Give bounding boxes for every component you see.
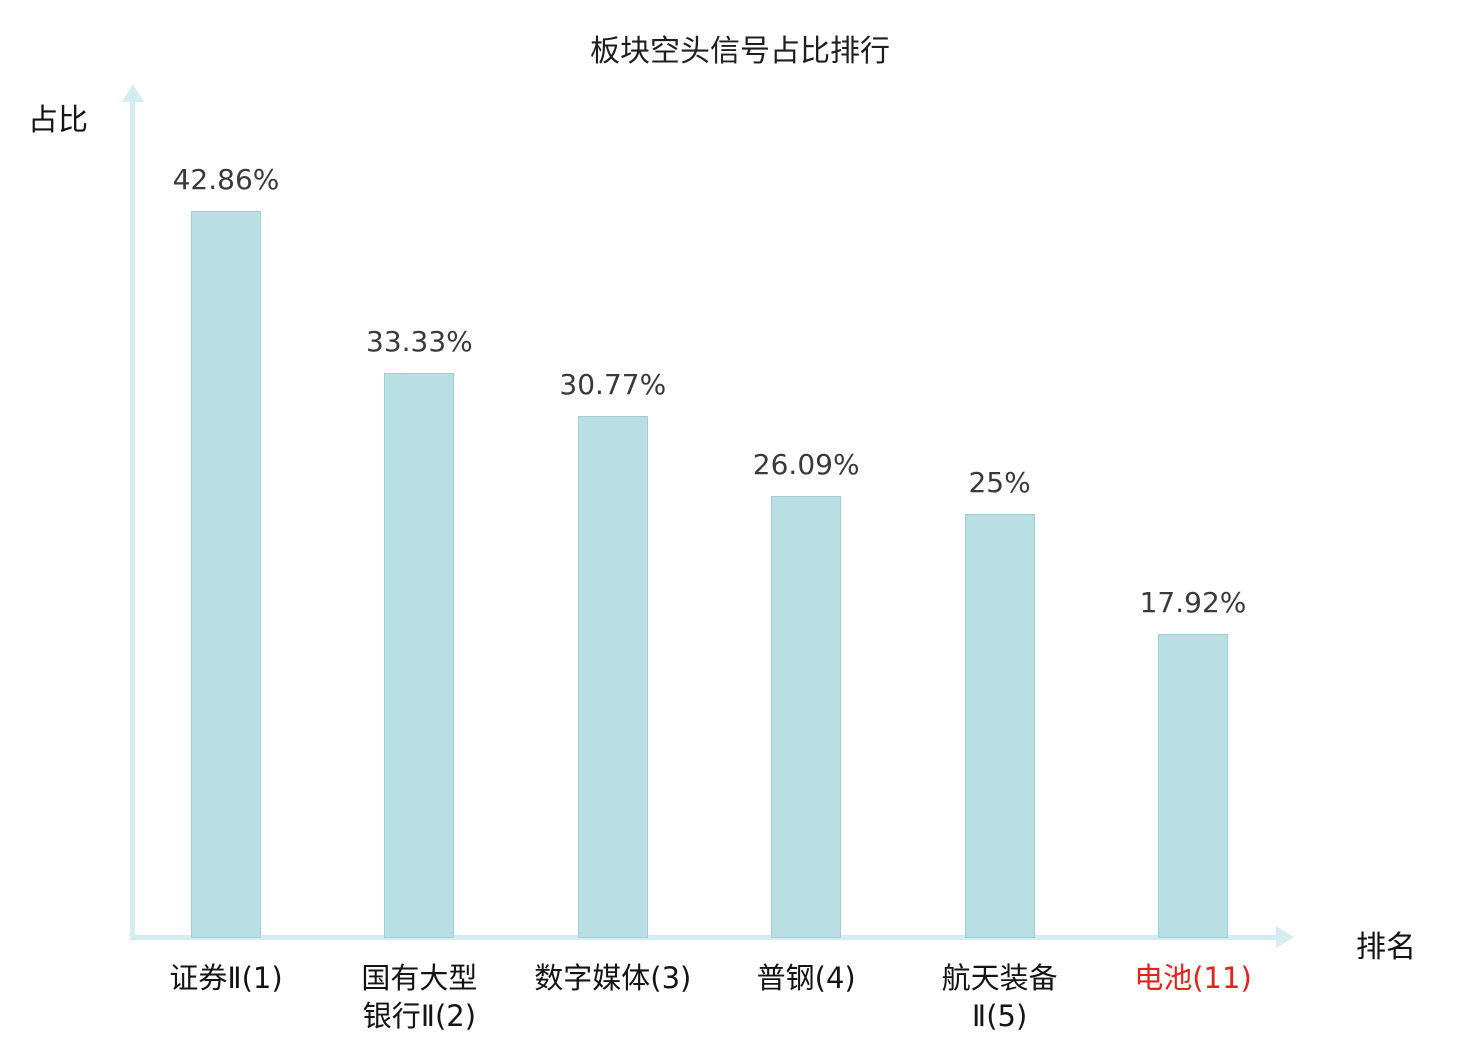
bar-value-label: 42.86% (172, 163, 280, 196)
chart-title: 板块空头信号占比排行 (590, 34, 890, 69)
bar (771, 496, 842, 938)
bar-value-label: 17.92% (1139, 586, 1247, 619)
bar-category-label: 航天装备 Ⅱ(5) (941, 961, 1058, 1033)
bar (577, 416, 648, 938)
bar (191, 211, 261, 938)
y-axis-label: 占比 (28, 103, 88, 138)
bar-value-label: 25% (968, 466, 1031, 499)
bar-value-label: 30.77% (559, 368, 667, 401)
bar-value-label: 26.09% (752, 448, 860, 481)
bar-category-label: 数字媒体(3) (534, 961, 692, 995)
y-axis-arrow-icon (122, 84, 144, 102)
bar (964, 514, 1035, 938)
bar (1158, 634, 1228, 938)
bar-category-label: 证券Ⅱ(1) (169, 961, 283, 995)
bar (384, 373, 455, 938)
x-axis-arrow-icon (1276, 926, 1294, 948)
bar-category-label: 电池(11) (1134, 961, 1252, 995)
bar-value-label: 33.33% (366, 325, 473, 358)
y-axis-line (130, 100, 135, 940)
bar-category-label: 国有大型 银行Ⅱ(2) (361, 961, 478, 1033)
x-axis-line (130, 935, 1278, 940)
x-axis-label: 排名 (1356, 930, 1416, 965)
bar-category-label: 普钢(4) (756, 961, 856, 995)
